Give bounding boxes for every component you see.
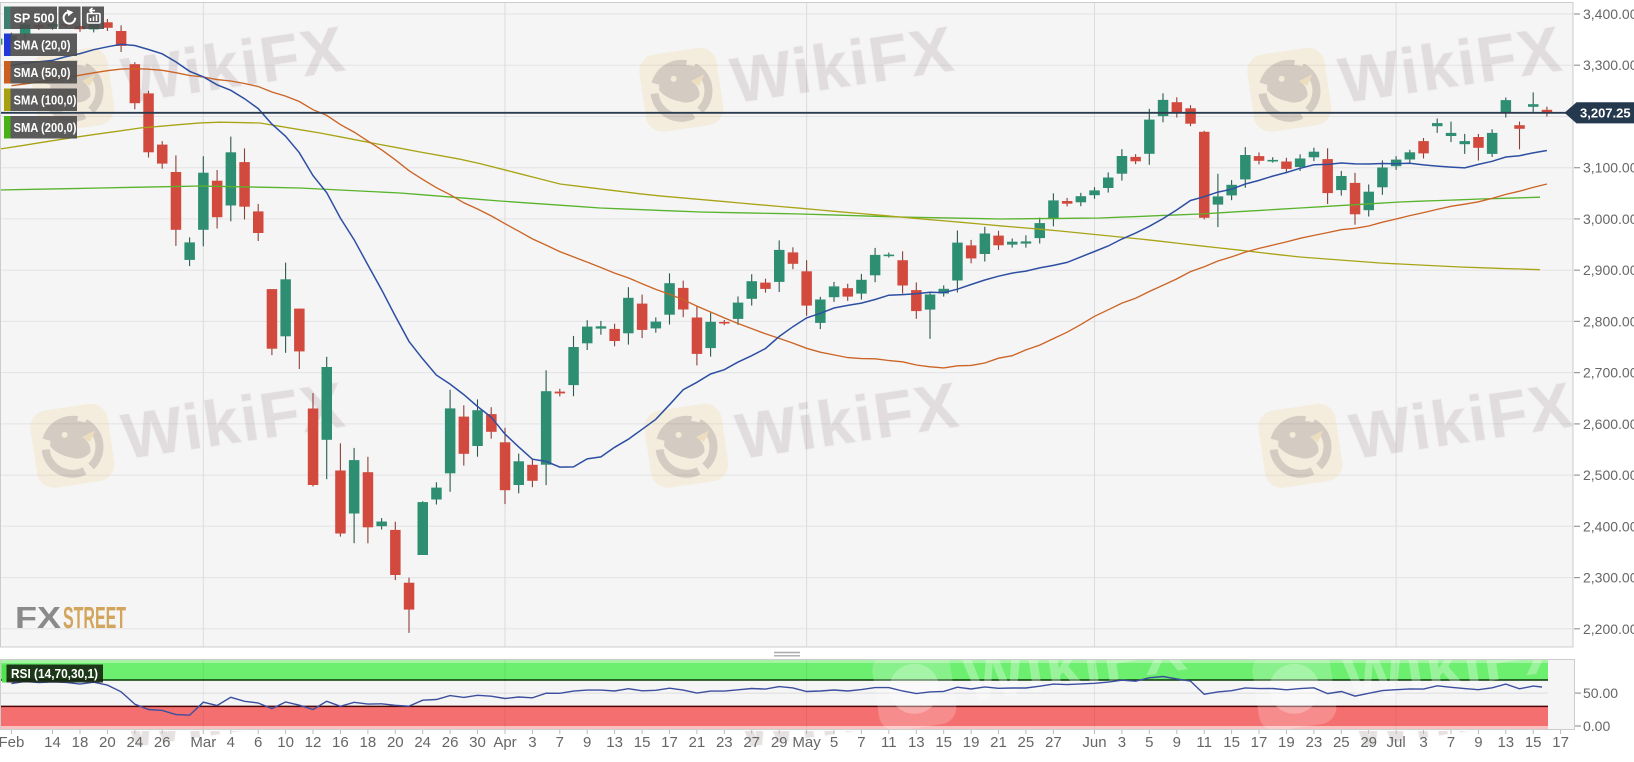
svg-text:15: 15 — [1525, 734, 1542, 751]
svg-text:7: 7 — [857, 734, 865, 751]
svg-text:19: 19 — [963, 734, 980, 751]
svg-text:25: 25 — [1018, 734, 1035, 751]
svg-text:SP 500: SP 500 — [14, 11, 55, 26]
svg-text:50.00: 50.00 — [1583, 685, 1618, 701]
svg-text:Feb: Feb — [0, 734, 24, 751]
svg-text:Jun: Jun — [1082, 734, 1106, 751]
svg-text:2,600.00: 2,600.00 — [1583, 416, 1634, 432]
svg-text:4: 4 — [227, 734, 235, 751]
svg-text:24: 24 — [414, 734, 431, 751]
svg-text:5: 5 — [1145, 734, 1153, 751]
svg-text:30: 30 — [469, 734, 486, 751]
svg-text:18: 18 — [72, 734, 89, 751]
svg-text:2,200.00: 2,200.00 — [1583, 621, 1634, 637]
svg-text:21: 21 — [990, 734, 1007, 751]
svg-text:9: 9 — [583, 734, 591, 751]
svg-text:14: 14 — [44, 734, 61, 751]
svg-text:25: 25 — [1333, 734, 1350, 751]
svg-text:6: 6 — [254, 734, 262, 751]
svg-text:19: 19 — [1278, 734, 1295, 751]
svg-text:7: 7 — [1447, 734, 1455, 751]
svg-text:29: 29 — [771, 734, 788, 751]
svg-text:29: 29 — [1360, 734, 1377, 751]
svg-text:20: 20 — [99, 734, 116, 751]
svg-text:2,300.00: 2,300.00 — [1583, 570, 1634, 586]
svg-text:15: 15 — [634, 734, 651, 751]
svg-text:23: 23 — [716, 734, 733, 751]
svg-text:0.00: 0.00 — [1583, 718, 1610, 734]
svg-text:13: 13 — [606, 734, 623, 751]
svg-text:2,800.00: 2,800.00 — [1583, 313, 1634, 329]
svg-text:2,700.00: 2,700.00 — [1583, 365, 1634, 381]
svg-text:11: 11 — [1196, 734, 1212, 751]
svg-text:7: 7 — [556, 734, 564, 751]
svg-text:16: 16 — [332, 734, 349, 751]
svg-text:26: 26 — [154, 734, 171, 751]
svg-text:SMA (20,0): SMA (20,0) — [14, 38, 71, 53]
svg-text:26: 26 — [442, 734, 459, 751]
svg-text:18: 18 — [360, 734, 377, 751]
svg-text:Apr: Apr — [493, 734, 516, 751]
svg-text:May: May — [792, 734, 821, 751]
svg-text:13: 13 — [908, 734, 925, 751]
svg-text:3,207.25: 3,207.25 — [1580, 106, 1631, 121]
svg-text:3: 3 — [1419, 734, 1427, 751]
svg-text:3,300.00: 3,300.00 — [1583, 57, 1634, 73]
svg-text:3,400.00: 3,400.00 — [1583, 6, 1634, 22]
svg-text:17: 17 — [1552, 734, 1569, 751]
svg-text:20: 20 — [387, 734, 404, 751]
svg-text:13: 13 — [1497, 734, 1514, 751]
svg-text:17: 17 — [661, 734, 678, 751]
svg-text:23: 23 — [1306, 734, 1323, 751]
svg-text:Jul: Jul — [1387, 734, 1406, 751]
svg-text:5: 5 — [830, 734, 838, 751]
svg-text:FX: FX — [15, 600, 61, 635]
svg-text:3,000.00: 3,000.00 — [1583, 211, 1634, 227]
svg-text:11: 11 — [881, 734, 897, 751]
svg-text:27: 27 — [1045, 734, 1062, 751]
svg-text:3,100.00: 3,100.00 — [1583, 160, 1634, 176]
svg-text:3: 3 — [528, 734, 536, 751]
svg-text:15: 15 — [935, 734, 952, 751]
svg-text:21: 21 — [689, 734, 706, 751]
svg-text:2,400.00: 2,400.00 — [1583, 518, 1634, 534]
svg-text:9: 9 — [1474, 734, 1482, 751]
svg-text:2,500.00: 2,500.00 — [1583, 467, 1634, 483]
svg-text:10: 10 — [277, 734, 294, 751]
svg-text:15: 15 — [1223, 734, 1240, 751]
svg-text:27: 27 — [743, 734, 760, 751]
svg-text:24: 24 — [126, 734, 143, 751]
svg-text:Mar: Mar — [190, 734, 216, 751]
svg-text:17: 17 — [1251, 734, 1268, 751]
svg-text:2,900.00: 2,900.00 — [1583, 262, 1634, 278]
svg-text:RSI (14,70,30,1): RSI (14,70,30,1) — [11, 666, 98, 681]
svg-text:STREET: STREET — [63, 600, 126, 635]
svg-text:12: 12 — [305, 734, 322, 751]
svg-text:3: 3 — [1118, 734, 1126, 751]
svg-text:SMA (50,0): SMA (50,0) — [14, 65, 71, 80]
svg-text:SMA (100,0): SMA (100,0) — [14, 93, 77, 108]
svg-text:SMA (200,0): SMA (200,0) — [14, 120, 77, 135]
svg-text:9: 9 — [1173, 734, 1181, 751]
